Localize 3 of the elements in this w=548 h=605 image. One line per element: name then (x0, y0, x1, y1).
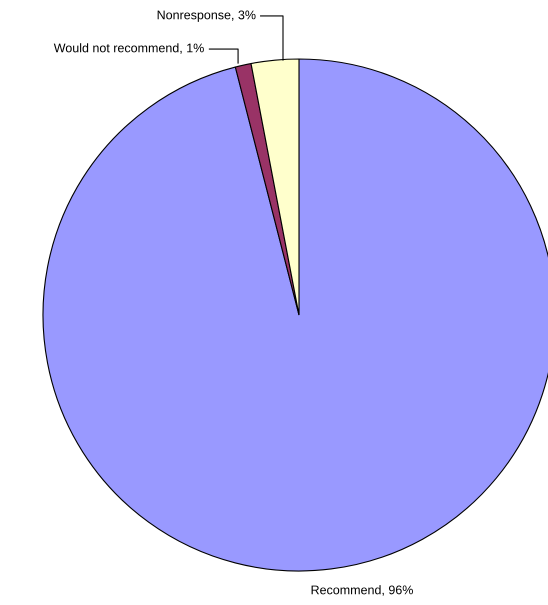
slice-label: Recommend, 96% (312, 585, 413, 596)
slice-label: Nonresponse, 3% (158, 10, 256, 22)
slice-label: Would not recommend, 1% (54, 43, 204, 54)
